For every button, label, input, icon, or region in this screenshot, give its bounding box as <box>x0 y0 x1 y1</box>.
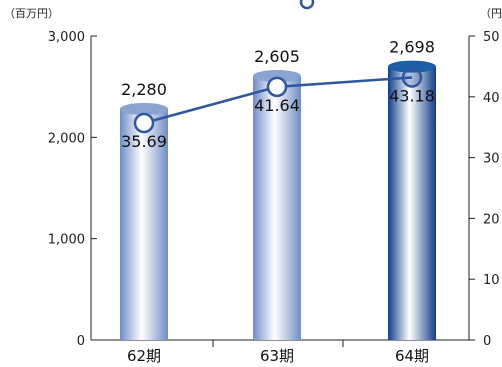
bar-value-labels: 2,280 2,605 2,698 <box>121 38 435 99</box>
line-value-label: 35.69 <box>121 132 167 151</box>
category-label: 64期 <box>395 347 429 365</box>
line-value-labels: 35.69 41.64 43.18 <box>121 86 435 151</box>
right-tick-label: 50 <box>483 30 500 45</box>
line-series <box>133 67 423 134</box>
bar <box>388 66 436 341</box>
right-axis-ticks: 0 10 20 30 40 50 <box>469 30 500 349</box>
right-tick-label: 30 <box>483 152 500 167</box>
left-tick-label: 2,000 <box>48 131 85 146</box>
category-label: 63期 <box>260 347 294 365</box>
category-label: 62期 <box>127 347 161 365</box>
right-tick-label: 20 <box>483 212 500 227</box>
bar-cap <box>388 60 436 73</box>
right-axis-unit: （円 <box>480 7 502 20</box>
left-axis-ticks: 0 1,000 2,000 3,000 <box>48 30 97 349</box>
line-marker <box>133 112 155 134</box>
right-tick-label: 40 <box>483 91 500 106</box>
bar <box>253 76 301 340</box>
bar-cap <box>120 102 168 115</box>
bar-value-label: 2,605 <box>254 47 300 66</box>
bars <box>120 60 436 341</box>
left-tick-label: 0 <box>77 334 85 349</box>
bar-cap <box>253 70 301 83</box>
right-tick-label: 0 <box>483 334 491 349</box>
category-labels: 62期 63期 64期 <box>127 347 429 365</box>
line-marker <box>266 76 288 98</box>
right-tick-label: 10 <box>483 273 500 288</box>
legend-marker <box>299 0 315 10</box>
bar-value-label: 2,280 <box>121 80 167 99</box>
line-marker <box>401 67 423 88</box>
left-axis-unit: （百万円） <box>4 7 59 20</box>
left-tick-label: 1,000 <box>48 233 85 248</box>
bar-value-label: 2,698 <box>389 38 435 57</box>
line-value-label: 43.18 <box>389 86 435 105</box>
bar <box>120 108 168 341</box>
line-value-label: 41.64 <box>254 96 300 115</box>
left-tick-label: 3,000 <box>48 30 85 45</box>
